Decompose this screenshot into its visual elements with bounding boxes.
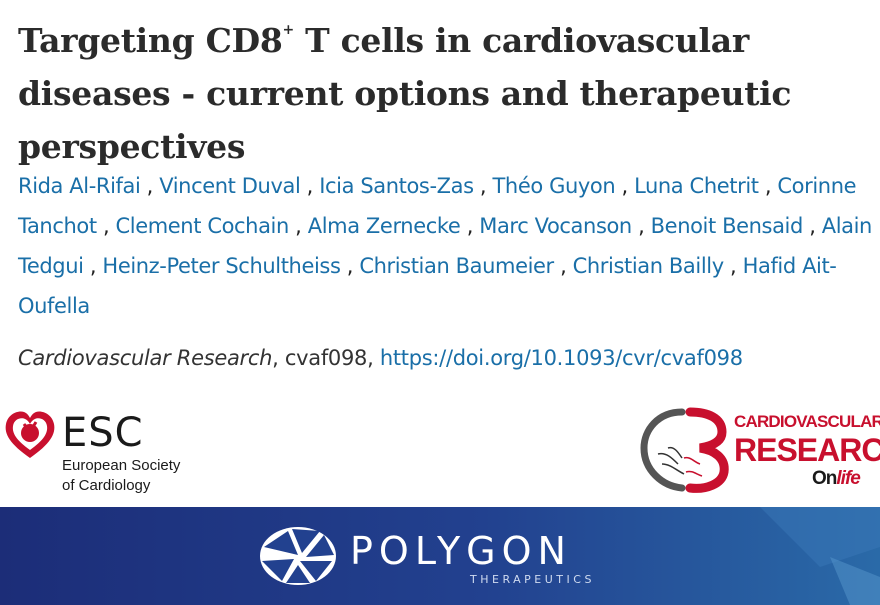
polygon-name: POLYGON (350, 529, 572, 573)
esc-heart-icon (5, 411, 55, 458)
cvr-heart-icon (640, 407, 729, 493)
esc-logo: ESC European Society of Cardiology (4, 408, 204, 498)
author-link[interactable]: Icia Santos-Zas (319, 174, 474, 198)
cvr-line3: Onlife (812, 468, 861, 490)
article-title: Targeting CD8+ T cells in cardiovascular… (18, 4, 868, 173)
author-link[interactable]: Alma Zernecke (307, 214, 461, 238)
author-separator: , (340, 254, 360, 278)
author-separator: , (802, 214, 822, 238)
author-link[interactable]: Christian Baumeier (359, 254, 554, 278)
author-separator: , (473, 174, 493, 198)
author-separator: , (140, 174, 160, 198)
esc-name: ESC (62, 410, 144, 456)
author-link[interactable]: Christian Bailly (572, 254, 725, 278)
author-separator: , (288, 214, 308, 238)
article-id: , cvaf098, (272, 346, 380, 370)
author-link[interactable]: Vincent Duval (159, 174, 301, 198)
title-part1: Targeting CD8 (18, 21, 283, 60)
author-link[interactable]: Hafid Ait-Oufella (18, 254, 837, 318)
author-link[interactable]: Rida Al-Rifai (18, 174, 141, 198)
cvr-line1: CARDIOVASCULAR (734, 412, 880, 431)
author-separator: , (615, 174, 635, 198)
cvr-life: life (836, 468, 860, 489)
author-list: Rida Al-Rifai , Vincent Duval , Icia San… (18, 166, 878, 326)
polygon-subtitle: THERAPEUTICS (470, 573, 595, 586)
author-link[interactable]: Corinne Tanchot (18, 174, 857, 238)
cvr-on: On (812, 468, 837, 489)
title-superscript: + (282, 22, 295, 38)
author-separator: , (723, 254, 743, 278)
doi-link[interactable]: https://doi.org/10.1093/cvr/cvaf098 (379, 346, 743, 370)
author-separator: , (631, 214, 651, 238)
cardiovascular-research-logo: CARDIOVASCULAR RESEARCH Onlife (638, 402, 880, 502)
author-link[interactable]: Heinz-Peter Schultheiss (102, 254, 341, 278)
author-separator: , (758, 174, 778, 198)
title-part2: T cells in cardiovascular diseases - cur… (18, 21, 792, 166)
citation: Cardiovascular Research, cvaf098, https:… (18, 346, 878, 370)
banner-decoration (760, 507, 880, 605)
author-link[interactable]: Benoit Bensaid (650, 214, 804, 238)
author-link[interactable]: Marc Vocanson (479, 214, 632, 238)
esc-subtitle: European Society of Cardiology (62, 456, 212, 496)
author-separator: , (300, 174, 320, 198)
author-link[interactable]: Théo Guyon (492, 174, 616, 198)
author-link[interactable]: Clement Cochain (115, 214, 290, 238)
author-separator: , (460, 214, 480, 238)
author-link[interactable]: Luna Chetrit (634, 174, 759, 198)
author-separator: , (553, 254, 573, 278)
polygon-banner: POLYGON THERAPEUTICS (0, 507, 880, 605)
journal-name: Cardiovascular Research (18, 346, 273, 370)
polygon-logo-icon (260, 527, 336, 585)
esc-sub-line1: European Society (62, 457, 181, 474)
cvr-line2: RESEARCH (734, 432, 880, 468)
author-separator: , (96, 214, 116, 238)
author-link[interactable]: Alain Tedgui (18, 214, 872, 278)
esc-sub-line2: of Cardiology (62, 477, 151, 494)
author-separator: , (83, 254, 103, 278)
